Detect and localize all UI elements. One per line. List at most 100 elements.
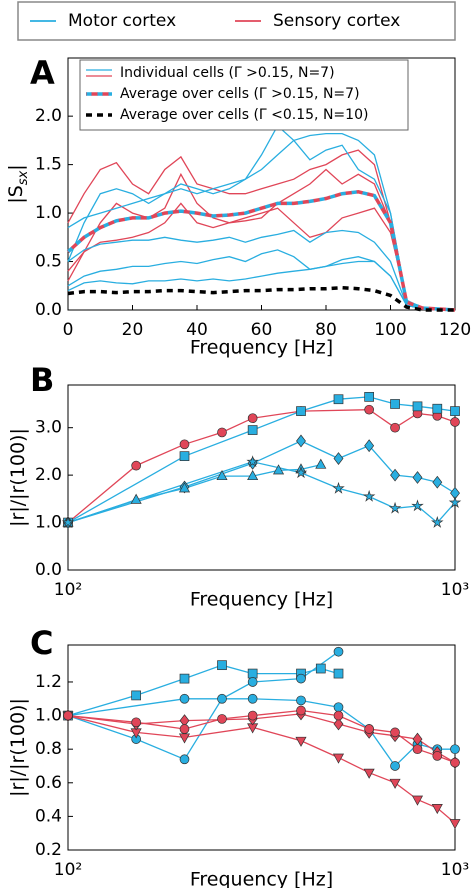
- y-tick-label: 1.5: [35, 155, 62, 175]
- marker: [61, 516, 75, 528]
- x-tick-label: 10²: [54, 860, 82, 880]
- series-line: [66, 190, 456, 312]
- marker: [364, 439, 375, 453]
- marker: [332, 481, 345, 494]
- marker: [247, 693, 258, 704]
- x-tick-label: 80: [315, 320, 337, 340]
- legend-box: [79, 59, 409, 131]
- x-tick-label: 20: [122, 320, 144, 340]
- marker: [217, 714, 227, 724]
- marker: [448, 496, 462, 508]
- series-line: [67, 260, 455, 311]
- y-axis-label-part: |S: [5, 185, 27, 203]
- y-axis-label-part: |: [5, 164, 27, 170]
- marker: [390, 727, 400, 738]
- y-axis-label: |r|/|r(100)|: [7, 698, 29, 797]
- y-tick-label: 1.2: [35, 672, 62, 692]
- legend-label: Sensory cortex: [273, 11, 400, 31]
- legend-label: Individual cells (Γ >0.15, N=7): [120, 65, 335, 81]
- y-tick-label: 0.8: [35, 739, 62, 759]
- marker: [412, 744, 423, 755]
- marker: [411, 795, 424, 806]
- series-line: [67, 229, 455, 311]
- y-tick-label: 0.4: [35, 806, 62, 826]
- marker: [179, 693, 190, 704]
- y-tick-label: 2.0: [35, 465, 62, 485]
- marker: [295, 736, 307, 747]
- y-axis-label-part: |r|/|r(100)|: [7, 428, 29, 527]
- y-tick-label: 0.6: [35, 773, 62, 793]
- marker: [131, 717, 141, 728]
- series-line: [67, 440, 456, 524]
- marker: [333, 702, 344, 713]
- marker: [431, 804, 443, 815]
- x-tick-label: 120: [439, 320, 471, 340]
- marker: [130, 493, 142, 504]
- marker: [450, 417, 460, 427]
- marker: [450, 406, 460, 416]
- marker: [412, 401, 423, 412]
- marker: [179, 754, 190, 765]
- x-tick-label: 10³: [441, 860, 469, 880]
- series-line: [67, 285, 455, 312]
- marker: [362, 489, 376, 502]
- marker: [294, 466, 308, 479]
- marker: [333, 710, 344, 721]
- marker: [296, 705, 306, 716]
- marker: [63, 710, 73, 721]
- legend-label: Motor cortex: [68, 11, 176, 31]
- marker: [217, 693, 227, 704]
- marker: [296, 434, 306, 448]
- y-axis-label: |Ssx|: [5, 164, 32, 203]
- marker: [449, 819, 461, 830]
- marker: [333, 668, 344, 679]
- x-tick-label: 100: [374, 320, 406, 340]
- marker: [179, 439, 190, 450]
- marker: [333, 717, 344, 731]
- marker: [273, 464, 285, 475]
- marker: [247, 710, 258, 721]
- marker: [247, 425, 258, 435]
- marker: [333, 394, 344, 405]
- marker: [390, 468, 400, 482]
- marker: [364, 724, 374, 734]
- marker: [364, 392, 374, 402]
- x-axis-label: Frequency [Hz]: [190, 337, 333, 359]
- marker: [296, 406, 306, 416]
- x-tick-label: 10²: [54, 580, 82, 600]
- y-tick-label: 3.0: [35, 418, 62, 438]
- marker: [333, 646, 344, 657]
- marker: [450, 744, 460, 755]
- plot-frame: [67, 644, 456, 851]
- marker: [247, 413, 258, 424]
- y-axis-label: |r|/|r(100)|: [7, 428, 29, 527]
- marker: [411, 499, 424, 512]
- marker: [246, 455, 259, 468]
- marker: [296, 695, 306, 706]
- marker: [217, 660, 227, 671]
- marker: [390, 761, 400, 771]
- y-tick-label: 1.0: [35, 706, 62, 726]
- marker: [216, 469, 228, 481]
- y-tick-label: 1.0: [35, 203, 62, 223]
- x-axis-label: Frequency [Hz]: [190, 869, 333, 888]
- marker: [315, 663, 326, 674]
- marker: [364, 404, 374, 415]
- marker: [315, 458, 327, 469]
- panel-label: A: [30, 54, 55, 92]
- marker: [431, 516, 444, 528]
- marker: [412, 471, 423, 484]
- panel-label: B: [30, 361, 54, 399]
- x-tick-label: 60: [251, 320, 273, 340]
- y-tick-label: 0.0: [35, 560, 62, 580]
- y-tick-label: 0.5: [35, 252, 62, 272]
- marker: [363, 768, 375, 779]
- marker: [388, 501, 402, 514]
- marker: [390, 422, 400, 433]
- marker: [389, 778, 401, 789]
- series-line: [67, 396, 456, 524]
- marker: [450, 757, 460, 768]
- marker: [178, 482, 191, 493]
- y-tick-label: 0.0: [35, 300, 62, 320]
